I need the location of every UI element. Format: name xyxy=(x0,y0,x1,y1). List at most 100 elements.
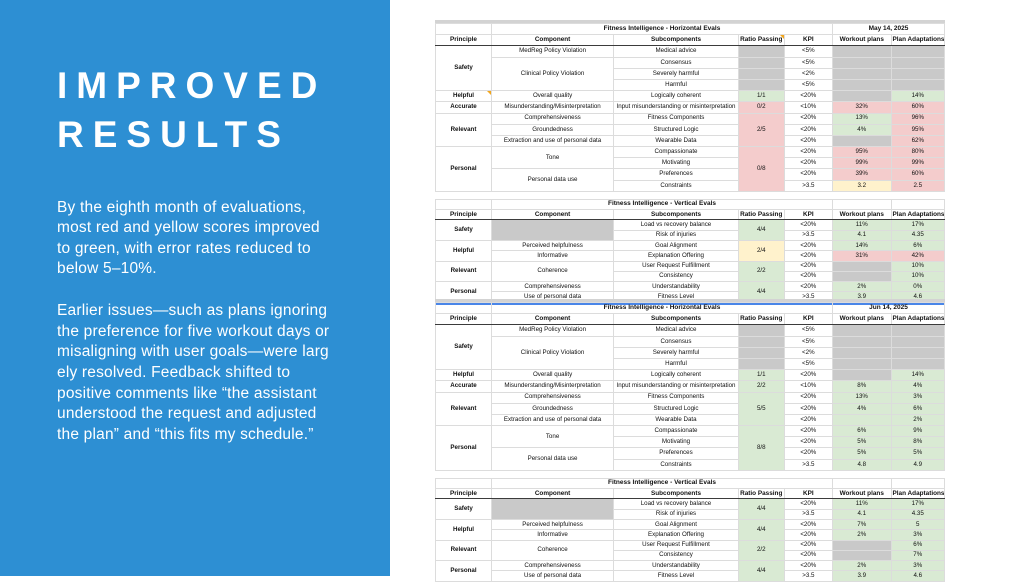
table-cell: Personal xyxy=(435,146,492,192)
evals-table: Fitness Intelligence - Vertical Evals Pri… xyxy=(435,477,946,582)
table-cell: <20% xyxy=(783,250,833,262)
table-row: Safety MedReg Policy Violation Medical adv… xyxy=(435,324,946,371)
table-row: Motivating <20% 99% 99% xyxy=(436,157,946,170)
table-row: Personal Comprehensiveness Understandabili… xyxy=(435,281,946,303)
table-cell: <20% xyxy=(783,168,833,181)
table-cell: Consistency xyxy=(613,270,739,283)
table-cell: Explanation Offering xyxy=(613,529,739,541)
table-cell: Extraction and use of personal data xyxy=(490,413,615,427)
table-cell xyxy=(831,270,892,283)
table-cell: 3.2 xyxy=(831,179,892,192)
table-cell: Risk of injuries xyxy=(613,508,739,521)
table-cell: 2/2 xyxy=(737,260,785,283)
table-cell xyxy=(831,67,892,80)
table-cell xyxy=(831,369,892,382)
column-header: Subcomponents xyxy=(613,34,739,47)
table-cell: 2/5 xyxy=(737,112,785,148)
table-cell: >3.5 xyxy=(783,229,833,242)
table-cell: 4% xyxy=(831,123,892,136)
table-cell: Wearable Data xyxy=(613,134,739,148)
table-cell: 32% xyxy=(831,101,892,114)
table-cell: Input misunderstanding or misinterpretat… xyxy=(613,101,739,114)
table-cell: <20% xyxy=(783,518,833,531)
column-header: Workout plans xyxy=(831,488,892,500)
table-cell: <20% xyxy=(783,270,833,283)
table-cell: 4.1 xyxy=(831,229,892,242)
column-header: Principle xyxy=(435,34,492,47)
table-cell: 4/4 xyxy=(737,560,785,582)
table-cell: 2/2 xyxy=(737,539,785,562)
table-cell: User Request Fulfillment xyxy=(613,260,739,272)
table-cell: Understandability xyxy=(613,560,739,572)
table-cell: Comprehensiveness xyxy=(490,281,615,293)
table-cell: Accurate xyxy=(435,101,492,114)
table-date: May 14, 2025 xyxy=(831,22,946,36)
table-cell: Groundedness xyxy=(490,402,615,415)
table-cell: Relevant xyxy=(435,112,492,148)
table-cell: 0/2 xyxy=(737,101,785,114)
table-cell: <5% xyxy=(783,45,833,58)
table-cell: 2% xyxy=(831,529,892,541)
may-vertical-evals-table: Fitness Intelligence - Vertical Evals Pri… xyxy=(435,198,946,303)
table-row: Helpful Overall quality Logically coherent… xyxy=(435,369,946,382)
table-cell xyxy=(737,78,785,92)
table-cell: Goal Alignment xyxy=(613,239,739,252)
table-cell: Structured Logic xyxy=(613,123,739,136)
table-cell xyxy=(831,346,892,359)
slide-title: IMPROVED RESULTS xyxy=(57,62,360,160)
table-cell: Relevant xyxy=(435,539,492,562)
table-cell: Overall quality xyxy=(490,369,615,382)
slide-paragraph-1: By the eighth month of evaluations, most… xyxy=(57,198,320,278)
table-cell: 6% xyxy=(890,239,946,252)
table-cell: Compassionate xyxy=(613,425,739,438)
table-cell: <20% xyxy=(783,498,833,510)
table-cell: Harmful xyxy=(613,357,739,371)
table-cell: Structured Logic xyxy=(613,402,739,415)
column-header: KPI xyxy=(783,488,833,500)
table-cell xyxy=(737,45,785,58)
column-header: Workout plans xyxy=(831,313,892,326)
table-cell: <20% xyxy=(783,549,833,562)
table-cell: 2.5 xyxy=(890,179,946,192)
table-cell: Perceived helpfulness xyxy=(490,518,615,531)
table-cell: Extraction and use of personal data xyxy=(490,134,615,148)
table-row: Helpful Perceived helpfulness Goal Alignme… xyxy=(435,518,946,541)
table-cell: Helpful xyxy=(435,369,492,382)
table-cell: Relevant xyxy=(435,260,492,283)
table-cell: 3% xyxy=(890,560,946,572)
screenshot-top-strip xyxy=(435,20,945,23)
table-cell: 5% xyxy=(890,447,946,460)
table-cell xyxy=(737,346,785,359)
table-row: Extraction and use of personal data Weara… xyxy=(436,413,946,427)
column-header: Principle xyxy=(435,488,492,500)
column-header: Plan Adaptations xyxy=(890,34,946,47)
table-cell: Personal data use xyxy=(490,447,615,471)
table-cell: 10% xyxy=(890,270,946,283)
table-cell: Misunderstanding/Misinterpretation xyxy=(490,101,615,114)
note-marker-icon xyxy=(779,35,784,40)
table-cell xyxy=(831,413,892,427)
column-header: Plan Adaptations xyxy=(890,313,946,326)
note-marker-icon xyxy=(486,91,491,96)
table-cell: Safety xyxy=(435,45,492,92)
table-cell: User Request Fulfillment xyxy=(613,539,739,551)
table-cell: 4/4 xyxy=(737,219,785,241)
table-cell: >3.5 xyxy=(783,570,833,582)
table-cell: 8/8 xyxy=(737,425,785,471)
table-cell xyxy=(737,324,785,337)
table-cell: 4.9 xyxy=(890,458,946,471)
table-cell: <20% xyxy=(783,157,833,170)
table-cell: 99% xyxy=(831,157,892,170)
table-cell: <20% xyxy=(783,529,833,541)
column-header: Ratio Passing xyxy=(737,34,785,47)
table-cell: Logically coherent xyxy=(613,369,739,382)
table-row: Personal data use Preferences <20% 5% 5% xyxy=(436,447,946,471)
table-row: Groundedness Structured Logic <20% 4% 95% xyxy=(436,123,946,136)
table-row: Personal Tone Compassionate 8/8 <20% 6% 9% xyxy=(435,425,946,471)
table-cell: >3.5 xyxy=(783,179,833,192)
table-cell: 5 xyxy=(890,518,946,531)
table-cell xyxy=(737,56,785,69)
table-cell: 1/1 xyxy=(737,90,785,103)
table-row: Groundedness Structured Logic <20% 4% 6% xyxy=(436,402,946,415)
table-cell: <20% xyxy=(783,436,833,449)
